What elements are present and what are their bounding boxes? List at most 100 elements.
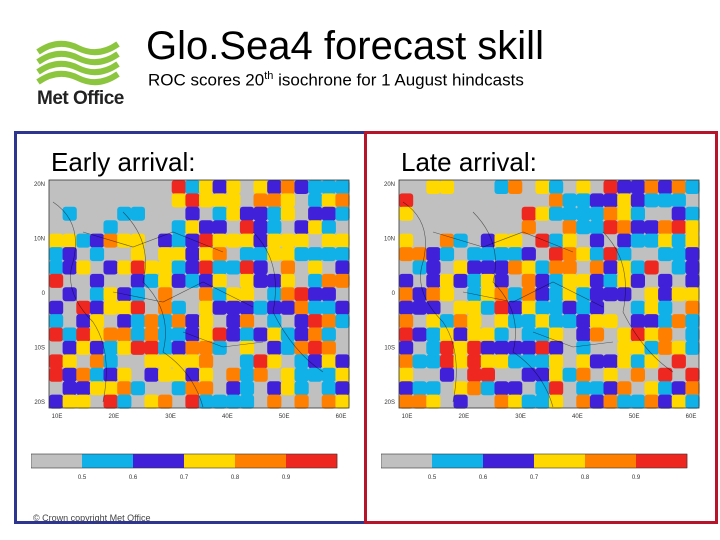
lon-tick-label: 20E bbox=[458, 414, 469, 420]
field-cell bbox=[130, 247, 145, 262]
field-cell bbox=[467, 354, 482, 369]
subtitle-text-a: ROC scores 20 bbox=[148, 70, 265, 90]
field-cell bbox=[535, 180, 550, 194]
field-cell bbox=[103, 340, 118, 355]
field-cell bbox=[562, 233, 577, 248]
field-cell bbox=[335, 260, 350, 275]
field-cell bbox=[644, 381, 659, 396]
field-cell bbox=[49, 354, 64, 369]
field-cell bbox=[508, 300, 523, 315]
field-cell bbox=[658, 394, 673, 409]
field-cell bbox=[521, 206, 536, 221]
field-cell bbox=[158, 340, 173, 355]
field-cell bbox=[103, 220, 118, 235]
field-cell bbox=[644, 220, 659, 235]
field-cell bbox=[199, 354, 214, 369]
field-cell bbox=[185, 340, 200, 355]
field-cell bbox=[630, 394, 645, 409]
field-cell bbox=[253, 180, 268, 194]
legend-label: 0.5 bbox=[428, 475, 437, 481]
field-cell bbox=[562, 193, 577, 208]
field-cell bbox=[562, 220, 577, 235]
field-cell bbox=[226, 314, 241, 329]
field-cell bbox=[549, 260, 564, 275]
field-cell bbox=[521, 273, 536, 288]
field-cell bbox=[617, 180, 632, 194]
field-cell bbox=[62, 381, 77, 396]
field-cell bbox=[171, 220, 186, 235]
field-cell bbox=[199, 273, 214, 288]
field-cell bbox=[130, 314, 145, 329]
lon-tick-label: 30E bbox=[165, 414, 176, 420]
field-cell bbox=[603, 220, 618, 235]
field-cell bbox=[239, 273, 255, 288]
field-cell bbox=[199, 327, 214, 342]
field-cell bbox=[521, 327, 536, 342]
field-cell bbox=[535, 287, 550, 302]
field-cell bbox=[480, 327, 495, 342]
field-cell bbox=[453, 273, 468, 288]
field-cell bbox=[576, 300, 591, 315]
field-cell bbox=[212, 180, 227, 194]
field-cell bbox=[76, 340, 91, 355]
field-cell bbox=[671, 180, 686, 194]
field-cell bbox=[212, 394, 227, 409]
field-cell bbox=[49, 314, 64, 329]
field-cell bbox=[658, 340, 673, 355]
field-cell bbox=[321, 340, 336, 355]
field-cell bbox=[439, 287, 455, 302]
field-cell bbox=[685, 260, 700, 275]
field-cell bbox=[671, 260, 686, 275]
field-cell bbox=[308, 340, 323, 355]
field-cell bbox=[549, 314, 564, 329]
field-cell bbox=[226, 260, 241, 275]
field-cell bbox=[685, 340, 700, 355]
field-cell bbox=[453, 381, 468, 396]
field-cell bbox=[144, 367, 159, 382]
field-cell bbox=[76, 327, 91, 342]
legend-swatch bbox=[235, 454, 287, 468]
field-cell bbox=[103, 287, 118, 302]
field-cell bbox=[467, 273, 482, 288]
field-cell bbox=[62, 233, 77, 248]
field-cell bbox=[399, 287, 414, 302]
field-cell bbox=[267, 340, 282, 355]
early-arrival-panel: Early arrival: 20N 10N 0 10S 20S 10E 20E 30E 40E… bbox=[14, 131, 367, 524]
field-cell bbox=[494, 260, 509, 275]
field-cell bbox=[412, 394, 427, 409]
field-cell bbox=[321, 273, 336, 288]
early-arrival-map: 20N 10N 0 10S 20S 10E 20E 30E 40E 50E 60E bbox=[34, 179, 350, 420]
lon-tick-label: 50E bbox=[629, 414, 640, 420]
field-cell bbox=[89, 354, 105, 369]
lon-tick-label: 50E bbox=[279, 414, 290, 420]
field-cell bbox=[630, 367, 645, 382]
field-cell bbox=[76, 381, 91, 396]
lat-tick-label: 20N bbox=[34, 182, 45, 188]
field-cell bbox=[308, 220, 323, 235]
field-cell bbox=[253, 220, 268, 235]
field-cell bbox=[62, 260, 77, 275]
field-cell bbox=[49, 233, 64, 248]
field-cell bbox=[212, 260, 227, 275]
field-cell bbox=[589, 220, 605, 235]
field-cell bbox=[658, 247, 673, 262]
legend-swatch bbox=[585, 454, 637, 468]
field-cell bbox=[49, 300, 64, 315]
field-cell bbox=[617, 193, 632, 208]
country-border bbox=[602, 231, 674, 373]
field-cell bbox=[294, 314, 309, 329]
field-cell bbox=[494, 273, 509, 288]
country-border bbox=[432, 231, 574, 253]
legend-label: 0.5 bbox=[78, 475, 87, 481]
field-cell bbox=[308, 260, 323, 275]
field-cell bbox=[103, 260, 118, 275]
field-cell bbox=[158, 287, 173, 302]
field-cell bbox=[253, 260, 268, 275]
field-cell bbox=[480, 247, 495, 262]
field-cell bbox=[630, 340, 645, 355]
field-cell bbox=[335, 367, 350, 382]
field-cell bbox=[453, 394, 468, 409]
field-cell bbox=[630, 314, 645, 329]
field-cell bbox=[671, 394, 686, 409]
field-cell bbox=[321, 327, 336, 342]
